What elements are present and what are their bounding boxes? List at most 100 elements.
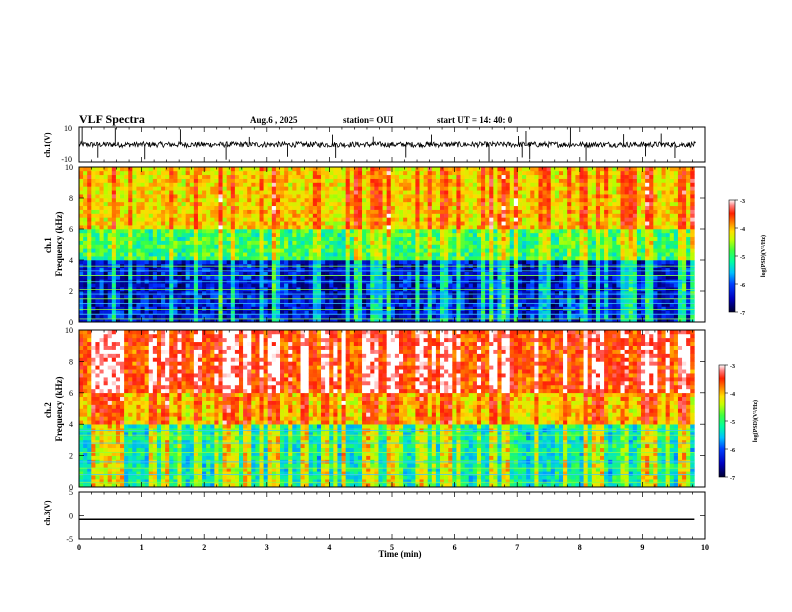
spectrogram-cell	[124, 302, 129, 307]
spectrogram-cell	[148, 186, 154, 191]
spectrogram-cell	[304, 302, 310, 307]
spectrogram-cell	[337, 170, 342, 176]
spectrogram-cell	[353, 201, 359, 207]
spectrogram-cell	[419, 318, 424, 323]
spectrogram-cell	[128, 174, 133, 179]
spectrogram-cell	[128, 260, 133, 265]
spectrogram-cell	[169, 314, 174, 319]
spectrogram-cell	[259, 225, 264, 230]
spectrogram-cell	[210, 283, 215, 288]
spectrogram-cell	[427, 314, 433, 319]
spectrogram-cell	[522, 213, 527, 218]
spectrogram-cell	[382, 283, 387, 288]
spectrogram-cell	[165, 302, 170, 307]
spectrogram-cell	[444, 213, 449, 218]
spectrogram-cell	[226, 244, 232, 249]
spectrogram-cell	[362, 167, 367, 172]
spectrogram-cell	[263, 306, 269, 311]
spectrogram-cell	[218, 294, 223, 300]
spectrogram-cell	[353, 221, 359, 226]
spectrogram-cell	[111, 248, 117, 253]
spectrogram-cell	[177, 186, 182, 191]
spectrogram-cell	[222, 198, 227, 203]
spectrogram-cell	[91, 225, 96, 230]
spectrogram-cell	[181, 244, 186, 249]
spectrogram-cell	[333, 248, 338, 253]
spectrogram-cell	[214, 217, 219, 222]
spectrogram-cell	[501, 252, 506, 257]
spectrogram-cell	[493, 221, 498, 226]
spectrogram-cell	[505, 252, 511, 257]
spectrogram-cell	[247, 298, 252, 303]
spectrogram-cell	[91, 217, 96, 222]
spectrogram-cell	[193, 201, 199, 207]
spectrogram-cell	[107, 267, 113, 272]
spectrogram-cell	[382, 205, 387, 210]
spectrogram-cell	[398, 275, 404, 280]
spectrogram-cell	[362, 182, 367, 187]
spectrogram-cell	[472, 236, 478, 241]
spectrogram-cell	[407, 314, 412, 319]
spectrogram-cell	[526, 236, 531, 241]
spectrogram-cell	[230, 310, 236, 315]
spectrogram-cell	[202, 209, 207, 214]
spectrogram-cell	[558, 198, 564, 203]
spectrogram-cell	[386, 314, 392, 319]
spectrogram-cell	[165, 217, 170, 222]
spectrogram-cell	[107, 275, 113, 280]
spectrogram-cell	[177, 167, 182, 172]
spectrogram-cell	[530, 198, 535, 203]
spectrogram-cell	[526, 174, 531, 179]
spectrogram-cell	[132, 298, 137, 303]
spectrogram-cell	[197, 225, 203, 230]
spectrogram-cell	[538, 244, 543, 249]
spectrogram-cell	[325, 298, 330, 303]
spectrogram-cell	[550, 213, 556, 218]
spectrogram-cell	[169, 232, 174, 238]
spectrogram-cell	[234, 318, 240, 323]
spectrogram-cell	[202, 236, 207, 241]
spectrogram-cell	[448, 314, 453, 319]
spectrogram-cell	[382, 209, 387, 214]
spectrogram-cell	[312, 256, 318, 261]
spectrogram-cell	[210, 213, 215, 218]
spectrogram-cell	[251, 182, 256, 187]
spectrogram-cell	[374, 205, 379, 210]
spectrogram-cell	[567, 302, 572, 307]
spectrogram-cell	[522, 201, 527, 207]
spectrogram-cell	[526, 275, 531, 280]
spectrogram-cell	[300, 267, 305, 272]
spectrogram-cell	[230, 244, 236, 249]
spectrogram-cell	[292, 275, 297, 280]
spectrogram-cell	[193, 198, 199, 203]
spectrogram-cell	[165, 182, 170, 187]
spectrogram-cell	[452, 271, 457, 276]
spectrogram-cell	[468, 209, 474, 214]
spectrogram-cell	[255, 283, 260, 288]
spectrogram-cell	[456, 201, 461, 207]
spectrogram-cell	[493, 182, 498, 187]
spectrogram-cell	[444, 170, 449, 176]
spectrogram-cell	[517, 267, 523, 272]
spectrogram-cell	[280, 205, 285, 210]
spectrogram-cell	[189, 236, 195, 241]
spectrogram-cell	[411, 260, 416, 265]
spectrogram-cell	[87, 194, 92, 199]
spectrogram-cell	[161, 170, 166, 176]
spectrogram-cell	[526, 209, 531, 214]
spectrogram-cell	[136, 291, 141, 296]
spectrogram-cell	[337, 236, 342, 241]
spectrogram-cell	[546, 240, 552, 245]
spectrogram-cell	[456, 236, 461, 241]
spectrogram-cell	[329, 244, 334, 249]
spectrogram-cell	[111, 190, 117, 195]
spectrogram-cell	[403, 291, 408, 296]
spectrogram-cell	[243, 318, 248, 323]
spectrogram-cell	[325, 201, 330, 207]
spectrogram-cell	[394, 178, 400, 183]
spectrogram-cell	[546, 318, 552, 323]
spectrogram-cell	[431, 190, 437, 195]
spectrogram-cell	[321, 271, 326, 276]
spectrogram-cell	[214, 174, 219, 179]
spectrogram-cell	[337, 201, 342, 207]
